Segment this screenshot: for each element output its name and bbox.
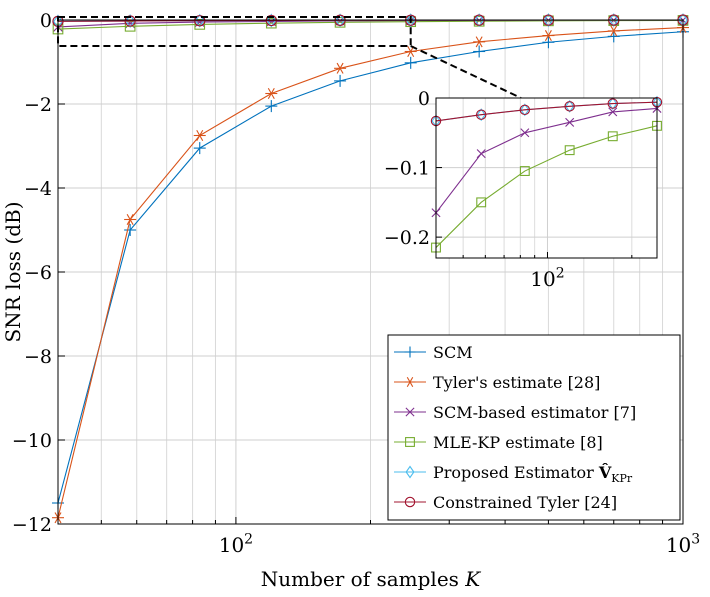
legend-marker — [405, 437, 415, 447]
data-point — [124, 224, 137, 236]
data-point — [334, 62, 347, 74]
inset-data-point — [475, 109, 487, 120]
data-point — [193, 130, 206, 141]
legend-entry-0: SCM — [394, 343, 473, 362]
data-point — [608, 13, 619, 28]
data-point — [266, 13, 277, 28]
inset-data-point — [519, 166, 530, 176]
y-tick-label: −12 — [12, 514, 52, 536]
data-point — [265, 100, 278, 113]
legend-marker — [404, 376, 416, 388]
x-tick-label-1000: 103 — [666, 532, 700, 557]
legend-marker — [405, 407, 415, 417]
inset-series-line — [435, 125, 658, 248]
inset-data-point — [608, 97, 618, 111]
inset-frame — [435, 97, 658, 259]
data-point — [542, 30, 555, 42]
inset-y-tick-label: −0.2 — [384, 227, 430, 249]
inset-data-point — [607, 98, 618, 109]
y-tick-label: −10 — [12, 430, 52, 452]
inset-series-line — [435, 107, 658, 214]
inset-data-point — [476, 108, 486, 122]
legend-entry-4: Proposed Estimator V̂KPr — [394, 463, 633, 485]
x-axis-label: Number of samples K — [261, 567, 482, 591]
data-point — [194, 15, 206, 27]
data-point — [474, 13, 485, 28]
legend-label: SCM — [433, 343, 473, 362]
inset-data-point — [608, 107, 618, 117]
inset-y-tick-label: −0.1 — [384, 158, 430, 180]
data-point — [265, 88, 278, 99]
inset-data-point — [564, 101, 575, 112]
inset-data-point — [565, 117, 575, 127]
inset-background — [436, 98, 657, 258]
y-tick-label: −6 — [24, 262, 52, 284]
inset-data-point — [564, 145, 575, 156]
inset-data-point — [565, 99, 575, 113]
legend-entry-5: Constrained Tyler [24] — [394, 493, 617, 512]
data-point — [404, 56, 417, 69]
inset-zoom-plot: 0 −0.1 −0.2 102 — [384, 88, 663, 291]
data-point — [334, 74, 347, 87]
legend-label: Tyler's estimate [28] — [433, 373, 600, 392]
legend-marker — [404, 346, 416, 358]
inset-data-point — [476, 197, 487, 208]
data-point — [473, 36, 486, 48]
legend-marker — [404, 496, 416, 508]
data-point — [194, 13, 205, 28]
data-point — [473, 45, 486, 58]
series-line — [57, 19, 684, 30]
data-point — [543, 13, 554, 28]
series-line — [57, 27, 684, 518]
y-tick-label: −4 — [24, 178, 52, 200]
inset-data-point — [520, 103, 530, 117]
legend-label: MLE-KP estimate [8] — [433, 433, 603, 452]
data-point — [124, 214, 137, 225]
tick-labels: 0 −2 −4 −6 −8 −10 −12 102 103 — [12, 10, 700, 557]
inset-x-tick-label: 102 — [530, 266, 564, 291]
zoom-region-box — [57, 16, 412, 47]
y-axis-label: SNR loss (dB) — [1, 201, 25, 342]
inset-y-tick-label: 0 — [418, 88, 430, 110]
data-point — [607, 30, 620, 43]
y-tick-label: −2 — [24, 94, 52, 116]
series-line — [57, 31, 684, 504]
legend-entry-3: MLE-KP estimate [8] — [394, 433, 603, 452]
series-0 — [52, 25, 689, 509]
data-point — [607, 25, 620, 37]
data-point — [542, 36, 555, 49]
inset-series-line — [435, 101, 658, 122]
series-1 — [52, 22, 689, 524]
legend: SCM Tyler's estimate [28] SCM-based estima… — [387, 334, 681, 521]
legend-entry-1: Tyler's estimate [28] — [394, 373, 600, 392]
legend-label: SCM-based estimator [7] — [433, 403, 636, 422]
data-point — [405, 13, 416, 28]
data-point — [124, 15, 136, 27]
x-tick-label-100: 102 — [219, 532, 253, 557]
inset-data-point — [520, 128, 530, 138]
inset-data-point — [519, 104, 531, 116]
legend-entry-2: SCM-based estimator [7] — [394, 403, 636, 422]
data-point — [265, 14, 277, 27]
inset-data-point — [476, 149, 486, 159]
legend-label: Constrained Tyler [24] — [433, 493, 617, 512]
data-point — [193, 142, 206, 155]
legend-label: Proposed Estimator V̂KPr — [433, 463, 633, 485]
y-tick-label: 0 — [40, 10, 52, 32]
inset-series-5 — [430, 96, 663, 127]
y-tick-label: −8 — [24, 346, 52, 368]
inset-data-point — [607, 131, 618, 142]
legend-box — [387, 334, 681, 521]
legend-marker — [405, 465, 415, 479]
plot-frame — [57, 19, 684, 525]
data-point — [125, 14, 136, 28]
zoom-connector — [410, 45, 522, 99]
data-point — [335, 13, 345, 28]
